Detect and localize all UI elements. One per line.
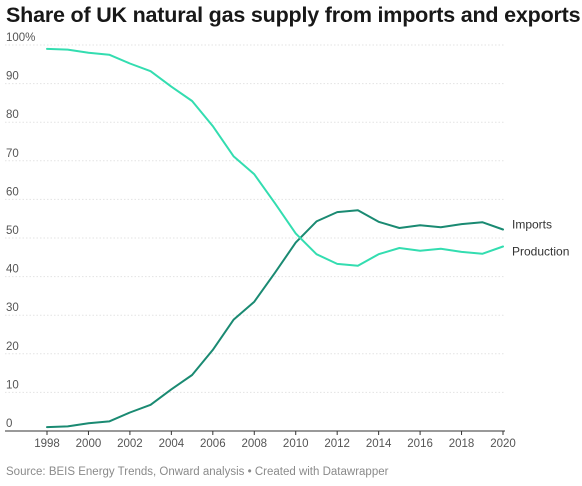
series-label-production: Production (512, 244, 569, 258)
y-tick-label: 60 (6, 186, 19, 198)
x-tick-label: 1998 (34, 438, 60, 450)
y-tick-label: 100% (6, 32, 35, 44)
x-axis-tick-labels: 1998 2000 2002 2004 2006 2008 2010 2012 2014 2016… (34, 431, 516, 450)
series-labels: Imports Production (512, 218, 569, 259)
series-label-imports: Imports (512, 218, 552, 232)
x-tick-label: 2018 (449, 438, 475, 450)
footer-separator: • (244, 466, 255, 478)
y-tick-label: 80 (6, 109, 19, 121)
y-tick-label: 90 (6, 71, 19, 83)
x-tick-label: 2010 (283, 438, 309, 450)
y-tick-label: 10 (6, 379, 19, 391)
x-tick-label: 2014 (366, 438, 392, 450)
chart-title: Share of UK natural gas supply from impo… (6, 3, 581, 27)
credit-note: Created with Datawrapper (254, 466, 389, 478)
y-tick-label: 70 (6, 148, 19, 160)
source-note: Source: BEIS Energy Trends, Onward analy… (6, 466, 245, 478)
x-tick-label: 2008 (241, 438, 267, 450)
x-tick-label: 2006 (200, 438, 226, 450)
chart-footer: Source: BEIS Energy Trends, Onward analy… (6, 466, 388, 478)
gridlines (5, 44, 505, 432)
series-line-production (46, 47, 504, 267)
y-tick-label: 40 (6, 264, 19, 276)
x-tick-label: 2002 (117, 438, 143, 450)
y-tick-label: 50 (6, 225, 19, 237)
x-tick-label: 2012 (324, 438, 350, 450)
y-tick-label: 20 (6, 341, 19, 353)
series-line-imports (46, 209, 504, 429)
x-tick-label: 2020 (490, 438, 516, 450)
y-tick-label: 30 (6, 302, 19, 314)
x-tick-label: 2016 (407, 438, 433, 450)
x-tick-label: 2000 (76, 438, 102, 450)
y-axis-tick-labels: 0 10 20 30 40 50 60 70 80 90 100% (6, 32, 35, 430)
y-tick-label: 0 (6, 418, 12, 430)
series-lines (46, 47, 504, 429)
x-tick-label: 2004 (159, 438, 185, 450)
